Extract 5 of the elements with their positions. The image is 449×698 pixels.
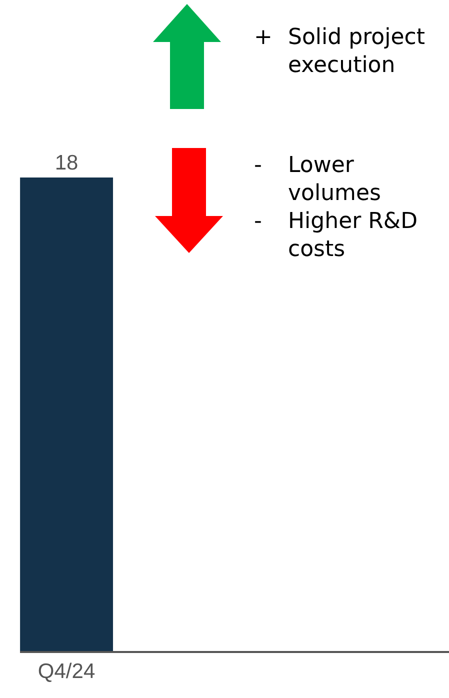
text: - Lower volumes	[254, 152, 382, 208]
text: + Solid project execution	[254, 24, 426, 80]
data-label: 18	[54, 152, 78, 175]
text: - Higher R&D costs	[254, 208, 419, 264]
x-tick-label: Q4/24	[38, 660, 96, 684]
